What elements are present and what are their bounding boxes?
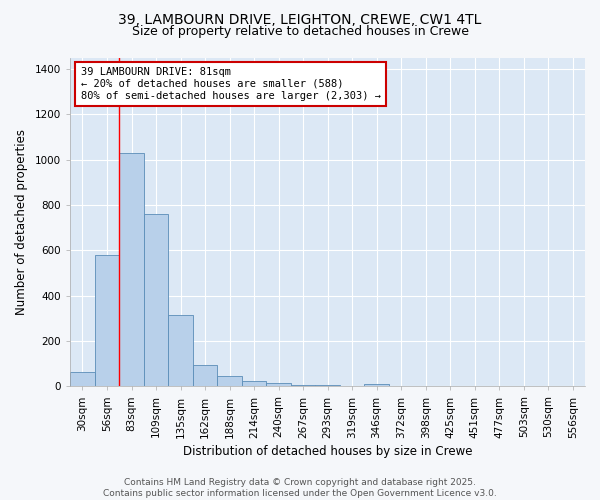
Bar [70,372,95,386]
Bar [316,384,340,386]
Bar [266,383,291,386]
Bar [242,382,266,386]
Y-axis label: Number of detached properties: Number of detached properties [15,129,28,315]
X-axis label: Distribution of detached houses by size in Crewe: Distribution of detached houses by size … [183,444,472,458]
Bar [364,384,389,386]
Text: Contains HM Land Registry data © Crown copyright and database right 2025.
Contai: Contains HM Land Registry data © Crown c… [103,478,497,498]
Bar [168,315,193,386]
Text: 39, LAMBOURN DRIVE, LEIGHTON, CREWE, CW1 4TL: 39, LAMBOURN DRIVE, LEIGHTON, CREWE, CW1… [118,12,482,26]
Bar [95,255,119,386]
Bar [144,214,168,386]
Bar [119,153,144,386]
Bar [193,365,217,386]
Text: 39 LAMBOURN DRIVE: 81sqm
← 20% of detached houses are smaller (588)
80% of semi-: 39 LAMBOURN DRIVE: 81sqm ← 20% of detach… [80,68,380,100]
Text: Size of property relative to detached houses in Crewe: Size of property relative to detached ho… [131,25,469,38]
Bar [217,376,242,386]
Bar [291,384,316,386]
